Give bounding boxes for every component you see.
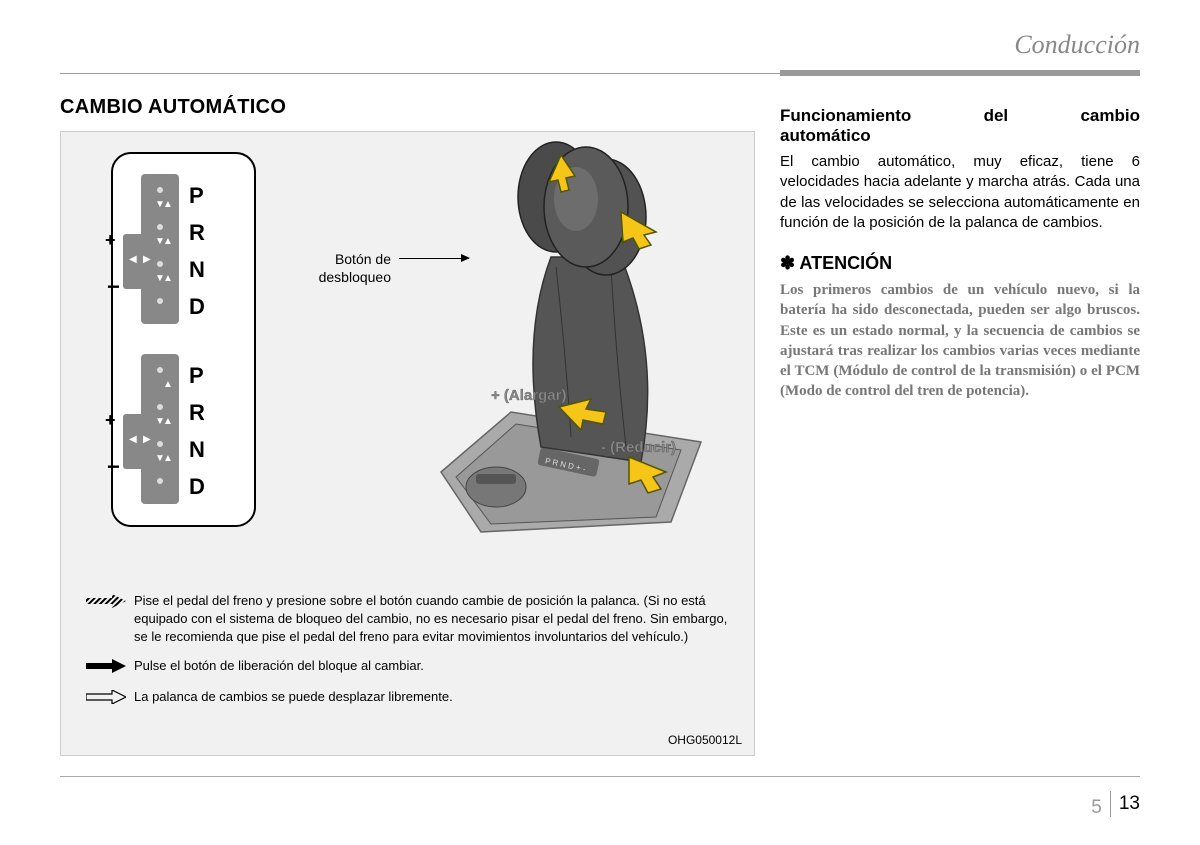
hatched-arrow-icon [86,592,134,613]
gear-pattern-upper: + − ▼ ▲ ▼ ▲ ▼ ▲ ◀ ▶ [141,174,221,324]
shifter-illustration: P R N D + - [411,137,741,552]
page-number: 13 [1119,793,1140,815]
body-paragraph: El cambio automático, muy eficaz, tiene … [780,152,1140,233]
chapter-number: 5 [1091,791,1111,817]
solid-arrow-icon [86,657,134,678]
chapter-title: Conducción [1014,30,1140,59]
figure-automatic-transmission: + − ▼ ▲ ▼ ▲ ▼ ▲ ◀ ▶ [60,131,755,756]
text-column: Funcionamiento del cambio automático El … [780,96,1140,756]
section-title: CAMBIO AUTOMÁTICO [60,96,755,119]
unlock-button-label: Botón de desbloqueo [301,250,391,286]
outline-arrow-icon [86,688,134,709]
footer-rule [60,776,1140,777]
figure-code: OHG050012L [668,733,742,747]
attention-heading: ✽ ATENCIÓN [780,253,1140,274]
gear-pattern-diagram: + − ▼ ▲ ▼ ▲ ▼ ▲ ◀ ▶ [111,152,256,527]
header-rule [60,70,1140,76]
subsection-heading: Funcionamiento del cambio automático [780,106,1140,146]
reducir-label: - (Reducir) [601,439,676,456]
attention-paragraph: Los primeros cambios de un vehículo nuev… [780,280,1140,402]
chapter-header: Conducción [60,30,1140,66]
alargar-label: + (Alargar) [491,387,566,404]
page-footer: 5 13 [1091,791,1140,817]
gear-pattern-lower: + − ▲ ▼ ▲ ▼ ▲ ◀ ▶ [141,354,221,504]
figure-legend: Pise el pedal del freno y presione sobre… [86,592,739,719]
